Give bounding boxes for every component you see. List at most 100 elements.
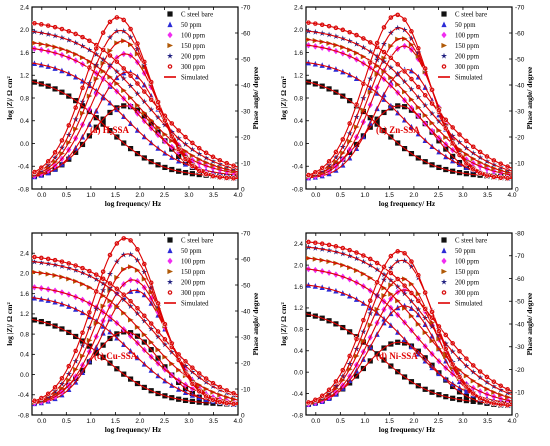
- legend-marker: [167, 63, 173, 70]
- legend-marker: [441, 42, 447, 49]
- legend-label: 100 ppm: [455, 258, 480, 265]
- phase-fit-line: [32, 266, 238, 405]
- x-tick-label: 4.0: [507, 418, 516, 425]
- x-axis-label: log frequency/ Hz: [379, 425, 436, 434]
- modulus-fit-line: [32, 318, 238, 405]
- phase-fit-line: [306, 27, 512, 179]
- y-tick-label: 0.0: [20, 141, 29, 148]
- y2-axis-label: Phase angle/ degree: [525, 292, 534, 355]
- y-tick-label: -0.4: [292, 391, 304, 398]
- y2-tick-label: -20: [515, 134, 525, 141]
- y-tick-label: 2.0: [294, 27, 303, 34]
- modulus-fit-line: [32, 22, 238, 168]
- legend-marker: [167, 11, 173, 17]
- y-tick-label: 2.4: [294, 4, 303, 11]
- x-tick-label: 1.0: [86, 192, 95, 199]
- legend-label: 150 ppm: [455, 43, 480, 50]
- y2-tick-label: -60: [515, 30, 525, 37]
- y2-tick-label: 0: [515, 186, 519, 193]
- y2-tick-label: -60: [515, 276, 525, 283]
- panel-title: (b) Zn-SSA: [376, 125, 420, 135]
- y-tick-label: 0.0: [294, 141, 303, 148]
- y-axis-label: log |Z|/ Ω cm²: [5, 302, 14, 346]
- plot-frame: [31, 232, 239, 416]
- legend-marker: [441, 11, 447, 17]
- legend-marker: [166, 278, 174, 285]
- legend-label: 50 ppm: [455, 248, 476, 255]
- y2-tick-label: -60: [241, 256, 251, 263]
- panel-title: (d) Ni-SSA: [376, 351, 418, 361]
- y-tick-label: 0.8: [20, 331, 29, 338]
- y2-tick-label: -70: [515, 253, 525, 260]
- legend-label: 50 ppm: [181, 22, 202, 29]
- phase-fit-line: [32, 40, 238, 179]
- legend-label: C steel bare: [181, 237, 213, 244]
- legend-label: 50 ppm: [455, 22, 476, 29]
- x-tick-label: 2.5: [160, 192, 169, 199]
- legend-marker: [441, 247, 447, 254]
- x-tick-label: 2.5: [434, 192, 443, 199]
- legend-label: 150 ppm: [181, 43, 206, 50]
- y-tick-label: 1.2: [294, 73, 303, 80]
- x-tick-label: 0.5: [336, 418, 345, 425]
- y-tick-label: 0.8: [20, 95, 29, 102]
- y2-tick-label: -10: [515, 390, 525, 397]
- legend-label: 200 ppm: [181, 53, 206, 60]
- x-tick-label: 2.0: [135, 192, 144, 199]
- x-tick-label: 3.5: [483, 192, 492, 199]
- legend-label: 200 ppm: [181, 279, 206, 286]
- x-tick-label: 3.0: [458, 192, 467, 199]
- y-tick-label: 1.2: [20, 311, 29, 318]
- x-tick-label: 3.5: [483, 418, 492, 425]
- y-tick-label: 0.8: [294, 95, 303, 102]
- y-tick-label: 2.0: [20, 27, 29, 34]
- y2-tick-label: 0: [241, 412, 245, 419]
- y2-tick-label: -40: [515, 321, 525, 328]
- legend-label: Simulated: [455, 300, 483, 307]
- legend-label: 50 ppm: [181, 248, 202, 255]
- y-tick-label: -0.8: [18, 412, 30, 419]
- modulus-fit-line: [306, 241, 512, 392]
- y-tick-label: 2.4: [20, 4, 29, 11]
- y2-tick-label: -50: [515, 56, 525, 63]
- y-tick-label: 0.0: [294, 369, 303, 376]
- y2-tick-label: -80: [515, 230, 525, 237]
- modulus-fit-line: [32, 256, 238, 396]
- modulus-fit-line: [32, 42, 238, 173]
- legend-marker: [441, 63, 447, 70]
- y-tick-label: -0.4: [18, 392, 30, 399]
- y-tick-label: -0.4: [18, 164, 30, 171]
- x-tick-label: 0.0: [311, 192, 320, 199]
- phase-fit-line: [32, 279, 238, 405]
- legend-marker: [441, 257, 447, 265]
- y-tick-label: -0.4: [292, 164, 304, 171]
- modulus-fit-line: [306, 21, 512, 169]
- plot-area: [32, 14, 238, 182]
- legend-marker: [167, 42, 173, 49]
- modulus-fit-line: [306, 44, 512, 176]
- phase-fit-line: [32, 237, 238, 405]
- y-tick-label: -0.8: [292, 186, 304, 193]
- x-tick-label: 1.5: [111, 418, 120, 425]
- panel-title: (c) Cu-SSA: [94, 351, 138, 361]
- panel-0: 0.0 0.5 1.0 1.5 2.0 2.5 3.0 3.5 4.0 -0.8 -0.4 0.0 0.…: [5, 4, 260, 208]
- legend-marker: [440, 278, 448, 285]
- y2-tick-label: -70: [241, 230, 251, 237]
- legend-label: 300 ppm: [455, 290, 480, 297]
- modulus-fit-line: [32, 297, 238, 406]
- phase-fit-line: [306, 14, 512, 179]
- y2-tick-label: -40: [241, 308, 251, 315]
- legend-label: C steel bare: [181, 11, 213, 18]
- x-tick-label: 4.0: [507, 192, 516, 199]
- y-tick-label: 2.4: [20, 251, 29, 258]
- legend-label: C steel bare: [455, 11, 487, 18]
- legend-label: 100 ppm: [181, 258, 206, 265]
- legend-marker: [166, 52, 174, 59]
- y-tick-label: 0.0: [20, 372, 29, 379]
- y2-tick-label: -20: [241, 360, 251, 367]
- y2-tick-label: 0: [241, 186, 245, 193]
- legend-marker: [167, 21, 173, 28]
- y2-tick-label: -10: [241, 386, 251, 393]
- legend-marker: [167, 247, 173, 254]
- x-axis-label: log frequency/ Hz: [379, 199, 436, 208]
